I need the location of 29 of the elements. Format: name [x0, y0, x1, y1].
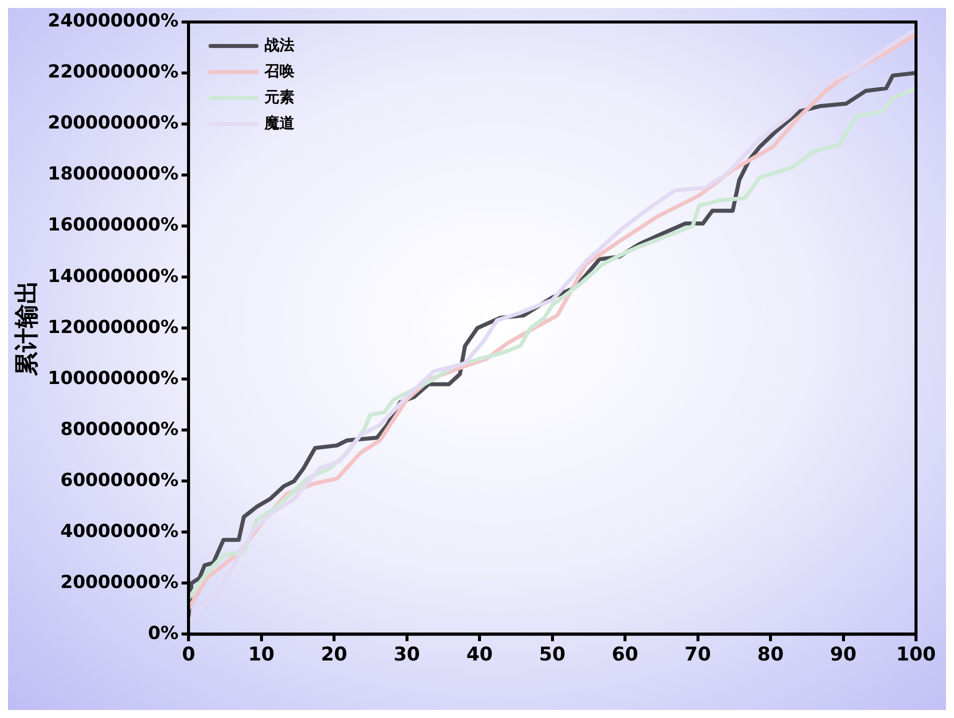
legend-label: 战法	[264, 36, 295, 54]
y-tick-label: 40000000%	[60, 520, 179, 542]
y-tick-label: 80000000%	[60, 418, 179, 440]
y-tick-label: 100000000%	[48, 368, 179, 389]
legend-label: 元素	[264, 88, 295, 106]
x-tick-label: 50	[539, 644, 566, 666]
x-tick-label: 100	[896, 644, 936, 666]
x-tick-label: 90	[830, 644, 856, 666]
y-tick-label: 20000000%	[60, 572, 179, 593]
x-tick-label: 0	[182, 644, 196, 666]
legend-label: 召唤	[264, 62, 295, 80]
x-tick-label: 10	[248, 644, 275, 666]
x-tick-label: 20	[320, 644, 348, 666]
y-tick-label: 180000000%	[48, 164, 179, 185]
legend-label: 魔道	[264, 114, 296, 132]
y-tick-label: 0%	[148, 622, 179, 644]
x-tick-label: 70	[684, 644, 711, 666]
y-tick-label: 240000000%	[48, 10, 179, 32]
y-tick-label: 220000000%	[48, 62, 179, 83]
y-tick-label: 120000000%	[48, 316, 179, 338]
x-tick-label: 80	[757, 644, 784, 666]
y-tick-label: 60000000%	[60, 470, 179, 491]
x-tick-label: 30	[394, 644, 420, 666]
y-tick-label: 140000000%	[48, 266, 179, 287]
y-axis-title: 累计输出	[12, 280, 41, 378]
x-tick-label: 60	[612, 644, 638, 666]
x-tick-label: 40	[466, 644, 493, 666]
y-tick-label: 160000000%	[48, 214, 179, 236]
y-tick-label: 200000000%	[48, 112, 179, 134]
